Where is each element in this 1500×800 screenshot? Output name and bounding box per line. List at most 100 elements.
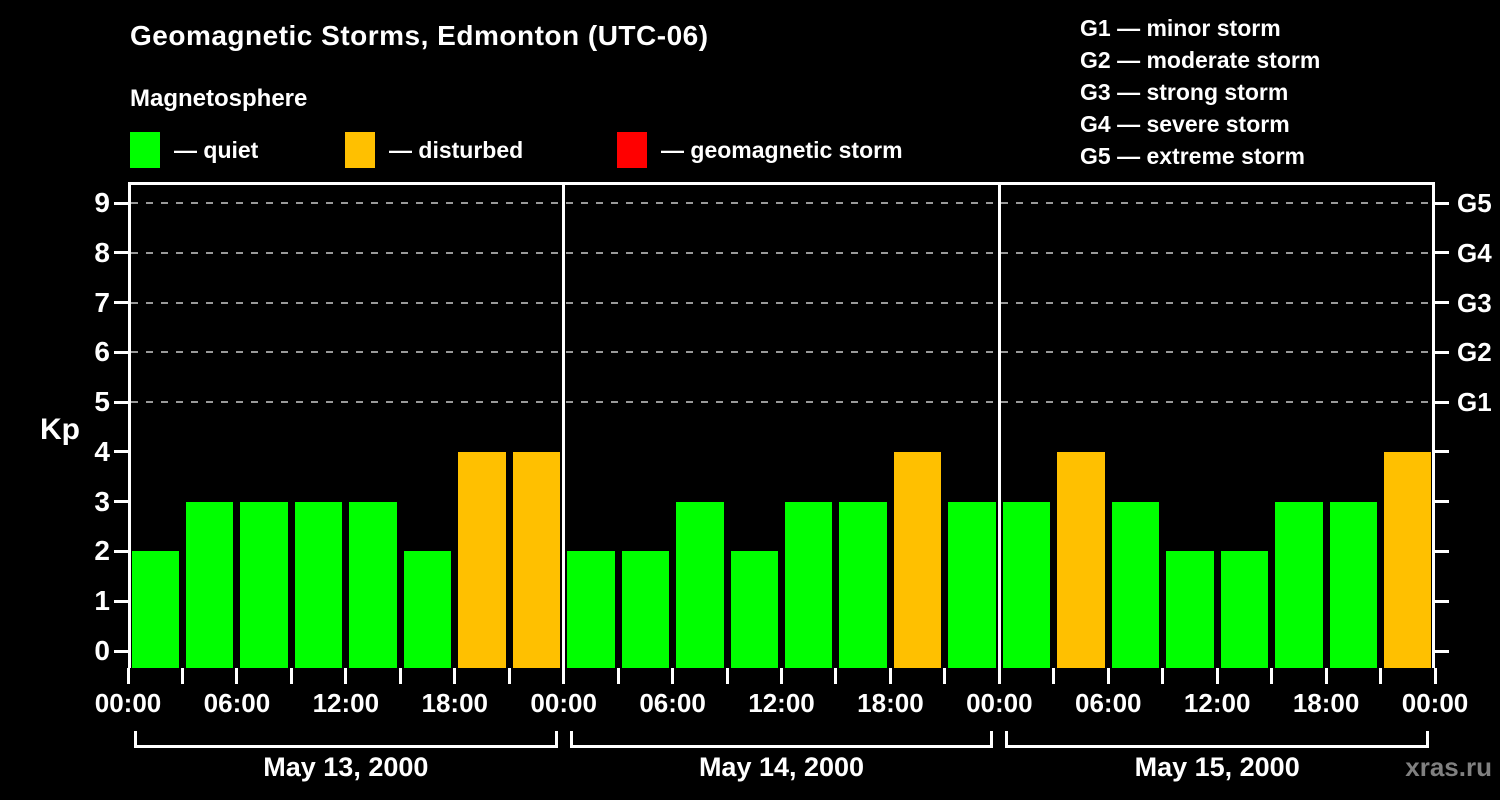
y-tick [114,599,128,603]
kp-bar [1275,501,1323,668]
storm-scale-g5: G5 — extreme storm [1080,143,1305,169]
kp-bar [1111,501,1160,668]
kp-bar [567,551,615,668]
g-scale-label: G4 [1457,237,1492,268]
legend-label-storm: — geomagnetic storm [661,136,903,163]
x-tick [671,668,675,684]
kp-bar [131,551,179,668]
legend-label-disturbed: — disturbed [389,136,524,163]
x-tick [1324,668,1328,684]
grid-line [131,301,1432,304]
x-tick [1433,668,1437,684]
legend-label-quiet: — quiet [174,136,259,163]
day-bracket-tick [990,731,994,748]
date-label: May 15, 2000 [1134,752,1300,782]
page-title: Geomagnetic Storms, Edmonton (UTC-06) [130,20,709,51]
day-separator [562,182,566,668]
x-tick [1052,668,1056,684]
x-tick-label: 12:00 [748,688,815,718]
date-label: May 14, 2000 [698,752,865,782]
x-tick-label: 00:00 [966,688,1033,718]
kp-bar [512,451,561,668]
y-tick [114,450,128,454]
storm-scale-g2: G2 — moderate storm [1080,47,1321,73]
y-tick-label: 5 [94,386,110,418]
x-tick-label: 00:00 [530,688,597,718]
x-tick [943,668,947,684]
legend-item-disturbed: — disturbed [345,132,523,168]
x-tick [562,668,566,684]
day-bracket-tick [1426,731,1429,748]
y-tick [114,301,128,305]
y-tick [114,500,128,504]
x-tick [1215,668,1219,684]
x-tick [344,668,348,684]
x-tick-label: 06:00 [203,688,271,718]
x-tick-label: 18:00 [421,688,489,718]
y-tick [114,251,128,255]
x-tick-label: 00:00 [94,688,162,718]
x-tick [616,668,620,684]
kp-bar [785,501,833,668]
x-tick-label: 12:00 [1183,688,1251,718]
right-tick [1435,400,1449,404]
x-tick-label: 06:00 [1075,688,1142,718]
kp-bar [676,501,724,668]
y-tick [114,201,128,205]
quiet-color-swatch [130,132,160,168]
x-tick [180,668,184,684]
x-tick [1379,668,1383,684]
day-bracket [134,745,558,748]
kp-bar [839,501,887,668]
chart-subtitle: Magnetosphere [130,85,308,112]
x-tick [235,668,239,684]
right-tick [1435,500,1449,504]
y-tick-label: 4 [94,435,110,467]
y-tick-label: 9 [94,187,110,218]
kp-bar [1384,451,1432,668]
y-tick-label: 0 [94,635,110,666]
g-scale-label: G1 [1457,387,1492,418]
x-tick [126,668,130,684]
day-bracket-tick [569,731,573,748]
watermark: xras.ru [1405,752,1492,782]
storm-scale-legend: G1 — minor storm G2 — moderate storm G3 … [1080,12,1320,172]
x-tick-label: 06:00 [639,688,706,718]
disturbed-color-swatch [345,132,375,168]
kp-bar [403,551,452,668]
day-separator [997,182,1001,668]
day-bracket [569,745,994,748]
right-tick [1435,450,1449,454]
kp-bar [458,451,506,668]
kp-bar [893,451,942,668]
day-bracket-tick [134,731,137,748]
y-tick-label: 8 [94,236,110,268]
x-tick [289,668,293,684]
x-tick [1161,668,1165,684]
legend-item-quiet: — quiet [130,132,258,168]
kp-bar [948,501,996,668]
x-tick-label: 00:00 [1401,688,1469,718]
grid-line [131,251,1432,254]
y-tick [114,649,128,653]
grid-line [131,202,1432,204]
y-tick [114,400,128,404]
day-bracket-tick [554,731,558,748]
x-tick-label: 12:00 [312,688,380,718]
right-tick [1435,301,1449,305]
right-tick [1435,251,1449,255]
x-tick [398,668,402,684]
kp-bar [349,501,397,668]
y-tick-label: 6 [94,336,110,368]
x-tick [1106,668,1110,684]
x-tick [453,668,457,684]
kp-bar [240,501,288,668]
g-scale-label: G2 [1457,337,1492,368]
kp-bar [1166,551,1214,668]
kp-bar [1220,551,1269,668]
x-tick [725,668,729,684]
right-tick [1435,599,1449,603]
storm-scale-g3: G3 — strong storm [1080,79,1289,105]
right-tick [1435,649,1449,653]
